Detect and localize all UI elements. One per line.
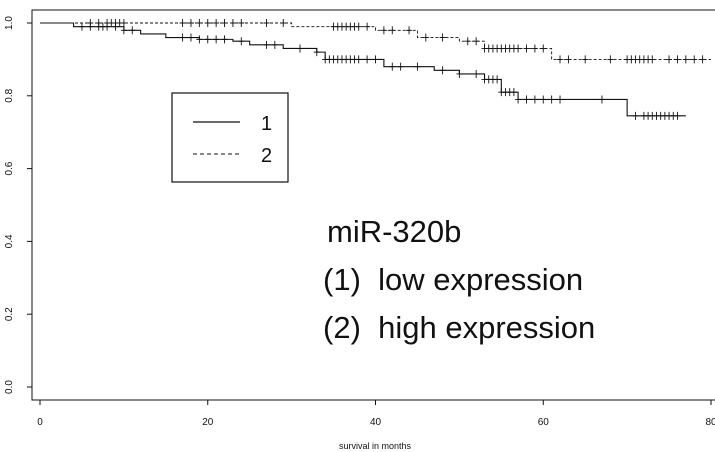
- censor-mark-1: [557, 95, 564, 104]
- survival-curves: [40, 19, 711, 120]
- censor-mark-2: [187, 19, 194, 27]
- censor-mark-2: [582, 55, 589, 64]
- censor-mark-2: [515, 44, 522, 53]
- survival-curve-1: [40, 22, 686, 117]
- y-tick-label: 0.2: [4, 307, 15, 321]
- censor-mark-1: [213, 35, 220, 44]
- x-axis-title: survival in months: [339, 441, 412, 451]
- censor-mark-2: [204, 19, 211, 27]
- censor-mark-1: [355, 55, 362, 64]
- axes: 0.0 0.2 0.4 0.6 0.8 1.0 0 20 40 60 80: [4, 9, 715, 428]
- censor-mark-1: [540, 95, 547, 104]
- censor-mark-2: [196, 19, 203, 27]
- censor-mark-2: [531, 44, 538, 53]
- annotation-high: (2) high expression: [323, 310, 595, 345]
- censor-mark-1: [271, 40, 278, 49]
- censor-mark-2: [355, 22, 362, 31]
- legend-box: [171, 92, 289, 183]
- censor-mark-2: [649, 55, 656, 64]
- censor-mark-1: [548, 95, 555, 104]
- censor-mark-2: [95, 19, 102, 27]
- censor-mark-1: [187, 33, 194, 42]
- x-tick-label: 0: [37, 417, 43, 428]
- censor-mark-2: [364, 22, 371, 31]
- censor-mark-2: [280, 19, 287, 27]
- censor-mark-1: [439, 66, 446, 75]
- annotation-low: (1) low expression: [323, 262, 583, 297]
- censor-mark-1: [120, 26, 127, 35]
- censor-mark-1: [598, 95, 605, 104]
- censor-mark-2: [422, 33, 429, 42]
- censor-mark-1: [632, 111, 639, 120]
- censor-mark-1: [179, 33, 186, 42]
- censor-mark-2: [238, 19, 245, 27]
- censor-mark-2: [229, 19, 236, 27]
- censor-mark-2: [682, 55, 689, 64]
- legend-label-2: 2: [261, 145, 272, 167]
- censor-mark-2: [213, 19, 220, 27]
- y-tick-label: 1.0: [4, 16, 15, 30]
- censor-mark-1: [196, 35, 203, 44]
- annotations: miR-320b (1) low expression (2) high exp…: [323, 214, 595, 345]
- y-tick-label: 0.6: [4, 161, 15, 175]
- censor-mark-2: [120, 19, 127, 27]
- y-tick-label: 0.0: [4, 380, 15, 394]
- censor-mark-2: [607, 55, 614, 64]
- y-tick-label: 0.8: [4, 88, 15, 102]
- censor-mark-1: [263, 40, 270, 49]
- censor-mark-1: [473, 69, 480, 78]
- censor-mark-1: [531, 95, 538, 104]
- censor-mark-2: [87, 19, 94, 27]
- censor-mark-1: [494, 75, 501, 84]
- censor-mark-2: [221, 19, 228, 27]
- x-tick-label: 60: [538, 417, 550, 428]
- censor-mark-1: [372, 55, 379, 64]
- censor-mark-2: [439, 33, 446, 42]
- censor-mark-1: [397, 62, 404, 71]
- censor-mark-1: [364, 55, 371, 64]
- x-tick-label: 20: [202, 417, 214, 428]
- censor-mark-2: [263, 19, 270, 27]
- censor-mark-2: [473, 37, 480, 46]
- censor-mark-2: [179, 19, 186, 27]
- censor-mark-2: [540, 44, 547, 53]
- censor-mark-1: [129, 26, 136, 35]
- censor-mark-1: [221, 35, 228, 44]
- censor-mark-2: [523, 44, 530, 53]
- censor-mark-2: [565, 55, 572, 64]
- legend: 1 2: [171, 92, 289, 183]
- censor-mark-1: [238, 37, 245, 46]
- censor-mark-2: [557, 55, 564, 64]
- censor-mark-1: [313, 48, 320, 57]
- censor-mark-2: [666, 55, 673, 64]
- censor-mark-1: [204, 35, 211, 44]
- censor-mark-1: [515, 95, 522, 104]
- legend-label-1: 1: [261, 113, 272, 135]
- censor-mark-2: [464, 37, 471, 46]
- censor-mark-2: [674, 55, 681, 64]
- censor-mark-1: [510, 88, 517, 97]
- censor-mark-1: [523, 95, 530, 104]
- censor-mark-2: [699, 55, 706, 64]
- x-tick-label: 80: [705, 417, 715, 428]
- censor-mark-1: [674, 111, 681, 120]
- censor-mark-1: [414, 62, 421, 71]
- survival-curve-2: [40, 22, 711, 60]
- censor-mark-2: [406, 26, 413, 35]
- censor-mark-1: [297, 44, 304, 53]
- censor-mark-2: [389, 26, 396, 35]
- y-tick-label: 0.4: [4, 234, 15, 248]
- censor-mark-1: [456, 69, 463, 78]
- censor-mark-2: [380, 26, 387, 35]
- censor-mark-1: [78, 22, 85, 31]
- censor-mark-2: [691, 55, 698, 64]
- x-tick-label: 40: [370, 417, 382, 428]
- censor-mark-1: [389, 62, 396, 71]
- annotation-title: miR-320b: [327, 214, 461, 249]
